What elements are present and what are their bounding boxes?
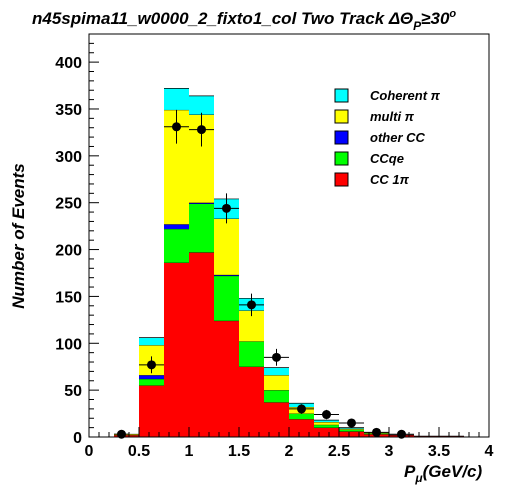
bar-segment-1-bin-6 xyxy=(264,390,289,403)
legend-swatch-4 xyxy=(334,172,349,187)
y-tick-label-4: 200 xyxy=(55,243,82,260)
x-tick-label-0: 0 xyxy=(85,443,94,460)
bar-segment-4-bin-6 xyxy=(264,367,289,376)
y-tick-label-6: 300 xyxy=(55,149,82,166)
x-tick-label-5: 2.5 xyxy=(328,443,350,460)
data-point-7 xyxy=(297,404,306,414)
legend-label-1: multi π xyxy=(370,109,415,124)
x-axis-title-main: P xyxy=(404,462,416,481)
bar-segment-0-bin-1 xyxy=(139,385,164,437)
x-tick-label-4: 2 xyxy=(285,443,294,460)
title-main: n45spima11_w0000_2_fixto1_col Two Track … xyxy=(32,9,413,28)
bar-segment-2-bin-2 xyxy=(164,224,189,229)
data-point-5 xyxy=(247,300,256,310)
bar-segment-0-bin-9 xyxy=(339,431,364,437)
bar-segment-2-bin-3 xyxy=(189,202,214,204)
bar-segment-0-bin-3 xyxy=(189,252,214,437)
legend-swatch-0 xyxy=(334,88,349,103)
x-axis-title-subscript: μ xyxy=(414,471,423,485)
bar-segment-4-bin-9 xyxy=(339,427,364,429)
legend-label-3: CCqe xyxy=(370,151,404,166)
y-tick-label-0: 0 xyxy=(73,430,82,447)
y-tick-label-8: 400 xyxy=(55,55,82,72)
bar-segment-3-bin-8 xyxy=(314,422,339,425)
bar-segment-1-bin-7 xyxy=(289,413,314,420)
bar-segment-4-bin-2 xyxy=(164,88,189,110)
data-point-1 xyxy=(147,360,156,370)
y-tick-label-3: 150 xyxy=(55,289,82,306)
data-point-4 xyxy=(222,203,231,213)
bar-segment-1-bin-8 xyxy=(314,424,339,428)
bar-segment-1-bin-5 xyxy=(239,341,264,367)
bar-segment-1-bin-1 xyxy=(139,378,164,386)
bar-segment-4-bin-8 xyxy=(314,420,339,423)
x-tick-label-7: 3.5 xyxy=(428,443,450,460)
bar-segment-0-bin-8 xyxy=(314,427,339,437)
bar-segment-1-bin-2 xyxy=(164,228,189,263)
bar-segment-1-bin-3 xyxy=(189,203,214,253)
bar-segment-0-bin-2 xyxy=(164,262,189,437)
y-axis-title: Number of Events xyxy=(9,163,28,308)
data-points xyxy=(114,109,414,439)
bar-segment-0-bin-6 xyxy=(264,402,289,437)
x-tick-label-1: 0.5 xyxy=(128,443,150,460)
x-tick-label-2: 1 xyxy=(185,443,194,460)
legend-label-2: other CC xyxy=(370,130,426,145)
bar-segment-0-bin-0 xyxy=(114,435,139,437)
bar-segment-4-bin-3 xyxy=(189,95,214,115)
legend: Coherent π multi π other CC CCqe CC 1π xyxy=(334,88,441,187)
x-tick-label-8: 4 xyxy=(485,443,494,460)
bar-segment-3-bin-6 xyxy=(264,375,289,391)
data-point-2 xyxy=(172,122,181,132)
axis-ticks: 0 0.5 1 1.5 2 2.5 3 3.5 4 0 50 100 150 200 250 300 350 40… xyxy=(55,33,494,460)
x-axis-title-unit: (GeV/c) xyxy=(423,462,483,481)
bar-segment-2-bin-4 xyxy=(214,274,239,276)
bar-segment-4-bin-1 xyxy=(139,337,164,346)
legend-label-0: Coherent π xyxy=(370,88,441,103)
legend-swatch-3 xyxy=(334,151,349,166)
y-tick-label-5: 250 xyxy=(55,196,82,213)
bar-segment-2-bin-1 xyxy=(139,375,164,379)
data-point-9 xyxy=(347,418,356,428)
x-tick-label-3: 1.5 xyxy=(228,443,250,460)
title-superscript: o xyxy=(449,8,456,20)
bar-segment-0-bin-7 xyxy=(289,419,314,437)
data-point-10 xyxy=(372,427,381,437)
bar-segment-1-bin-9 xyxy=(339,429,364,432)
bar-segment-3-bin-9 xyxy=(339,428,364,430)
legend-swatch-2 xyxy=(334,130,349,145)
chart-title: n45spima11_w0000_2_fixto1_col Two Track … xyxy=(32,8,456,33)
legend-swatch-1 xyxy=(334,109,349,124)
data-point-6 xyxy=(272,352,281,362)
x-axis-title: Pμ(GeV/c) xyxy=(404,462,482,485)
legend-label-4: CC 1π xyxy=(370,172,410,187)
data-point-8 xyxy=(322,410,331,420)
bar-segment-0-bin-5 xyxy=(239,366,264,437)
bar-segment-0-bin-4 xyxy=(214,320,239,437)
data-point-3 xyxy=(197,125,206,135)
title-subscript: P xyxy=(413,19,422,33)
y-tick-label-1: 50 xyxy=(64,383,82,400)
bar-segment-1-bin-4 xyxy=(214,275,239,321)
y-tick-label-2: 100 xyxy=(55,336,82,353)
bar-segment-3-bin-4 xyxy=(214,218,239,275)
y-tick-label-7: 350 xyxy=(55,102,82,119)
title-suffix: ≥30 xyxy=(421,9,450,28)
x-tick-label-6: 3 xyxy=(385,443,394,460)
